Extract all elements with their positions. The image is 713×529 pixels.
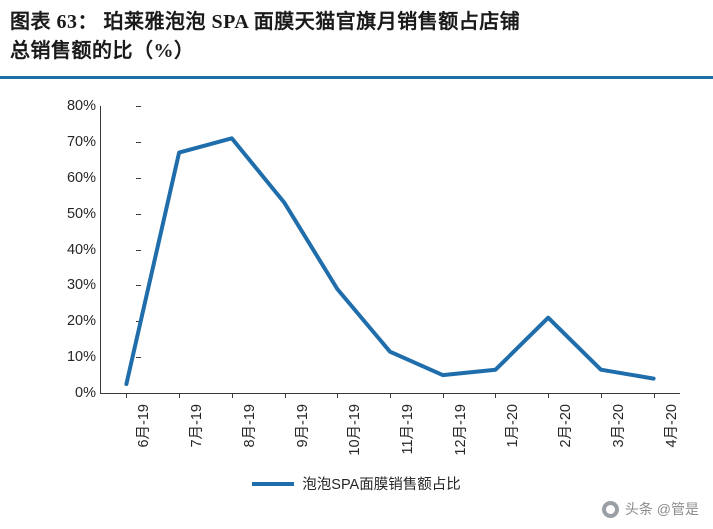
chart-container: 0% 10% 20% 30% 40% 50% 60% 70% 80% 6月-19 7月-19 8月-… (0, 88, 713, 529)
watermark: 头条 @管是 (601, 499, 699, 519)
x-axis-tick-mark (442, 393, 444, 398)
x-axis-tick-mark (337, 393, 339, 398)
x-axis-tick-mark (600, 393, 602, 398)
y-axis-tick-label: 50% (66, 205, 96, 222)
y-axis-tick-mark (136, 285, 141, 287)
y-axis-tick-mark (136, 177, 141, 179)
y-axis-tick-label: 10% (66, 349, 96, 366)
line-series-svg (124, 136, 656, 386)
x-axis-tick-label: 9月-19 (294, 404, 311, 448)
legend-label-series-1: 泡泡SPA面膜销售额占比 (302, 477, 461, 493)
figure-title-line-2: 总销售额的比（%） (10, 40, 195, 62)
y-axis-tick-mark (136, 321, 141, 323)
plot-area (100, 106, 680, 393)
y-axis-tick-label: 80% (66, 98, 96, 114)
watermark-label: 头条 @管是 (624, 501, 699, 517)
x-axis-tick-label: 6月-19 (136, 404, 153, 448)
y-axis-line (100, 106, 101, 393)
x-axis-tick-label: 8月-19 (241, 404, 258, 448)
x-axis-tick-mark (284, 393, 286, 398)
y-axis-tick-mark (136, 249, 141, 251)
x-axis-tick-label: 7月-19 (189, 404, 206, 448)
title-divider (0, 76, 713, 79)
y-axis-labels: 0% 10% 20% 30% 40% 50% 60% 70% 80% (40, 98, 141, 401)
x-axis-tick-label: 3月-20 (610, 404, 627, 448)
x-axis-tick-mark (126, 393, 128, 398)
y-axis-tick-mark (136, 357, 141, 359)
x-axis-tick-mark (231, 393, 233, 398)
y-axis-tick-label: 40% (66, 241, 96, 258)
x-axis-tick-label: 2月-20 (558, 404, 575, 448)
x-axis-tick-label: 12月-19 (452, 404, 469, 456)
x-axis-tick-label: 1月-20 (505, 404, 522, 448)
x-axis-tick-label: 11月-19 (400, 404, 416, 455)
figure-title: 图表 63： 珀莱雅泡泡 SPA 面膜天猫官旗月销售额占店铺 总销售额的比（%） (0, 8, 713, 66)
avatar-icon (601, 500, 619, 518)
y-axis-tick-mark (136, 213, 141, 215)
y-axis-tick-label: 60% (66, 169, 96, 186)
chart-legend: 泡泡SPA面膜销售额占比 (0, 473, 713, 494)
y-axis-tick-label: 70% (66, 133, 96, 150)
x-axis-tick-mark (548, 393, 550, 398)
y-axis-tick-mark (136, 106, 141, 107)
x-axis-tick-mark (495, 393, 497, 398)
y-axis-tick-label: 20% (66, 313, 96, 330)
x-axis-tick-mark (179, 393, 181, 398)
x-axis-tick-mark (653, 393, 655, 398)
x-axis-tick-mark (390, 393, 391, 398)
figure-title-line-1: 图表 63： 珀莱雅泡泡 SPA 面膜天猫官旗月销售额占店铺 (10, 11, 521, 33)
legend-swatch-series-1 (252, 481, 295, 486)
x-axis-tick-label: 4月-20 (663, 404, 680, 448)
y-axis-tick-mark (136, 141, 141, 143)
y-axis-tick-label: 30% (66, 277, 96, 294)
y-axis-tick-label: 0% (75, 385, 96, 401)
x-axis-tick-label: 10月-19 (347, 404, 364, 456)
